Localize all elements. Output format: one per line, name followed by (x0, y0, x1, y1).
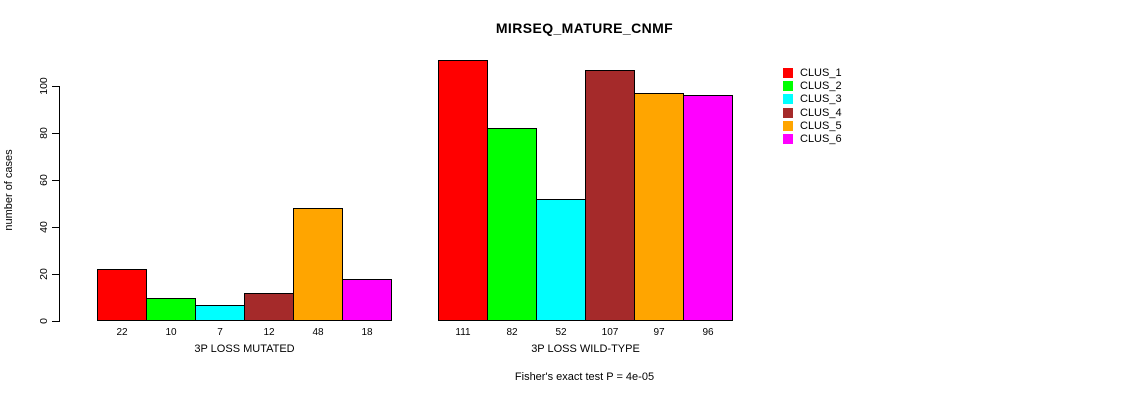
y-axis-tick-label: 20 (38, 268, 50, 280)
legend-item-label: CLUS_5 (800, 119, 842, 132)
y-axis-tick-label: 80 (38, 127, 50, 139)
y-axis-tick (52, 227, 59, 228)
chart-title: MIRSEQ_MATURE_CNMF (495, 20, 674, 36)
legend-swatch (783, 81, 793, 92)
legend-item: CLUS_6 (783, 133, 873, 146)
bar-value-label: 18 (361, 327, 373, 338)
legend-swatch (783, 94, 793, 105)
bar (634, 93, 684, 321)
bar-value-label: 22 (116, 327, 128, 338)
legend-item: CLUS_4 (783, 107, 873, 120)
legend-swatch (783, 107, 793, 118)
bar (438, 60, 488, 321)
y-axis-tick (52, 133, 59, 134)
bar (585, 69, 635, 321)
legend-item-label: CLUS_6 (800, 133, 842, 145)
annotation-text: Fisher's exact test P = 4e-05 (514, 371, 655, 383)
bar (146, 297, 196, 321)
bar-value-label: 107 (601, 327, 619, 338)
legend-item-label: CLUS_2 (800, 80, 842, 93)
bar (536, 198, 586, 321)
bar (195, 304, 245, 321)
bar (683, 95, 733, 321)
legend-item-label: CLUS_4 (800, 106, 842, 119)
y-axis-label: number of cases (3, 149, 15, 231)
bar (342, 278, 392, 321)
y-axis-line (59, 86, 60, 322)
bar-value-label: 82 (506, 327, 518, 338)
y-axis-tick-label: 100 (38, 77, 50, 95)
legend-item-label: CLUS_3 (800, 93, 842, 106)
legend-item: CLUS_3 (783, 93, 873, 106)
y-axis-tick (52, 321, 59, 322)
bar (293, 208, 343, 321)
bar-value-label: 52 (555, 327, 567, 338)
bar-value-label: 48 (312, 327, 324, 338)
group-label: 3P LOSS MUTATED (194, 343, 295, 355)
legend-swatch (783, 120, 793, 131)
group-label: 3P LOSS WILD-TYPE (531, 343, 640, 355)
y-axis-tick (52, 86, 59, 87)
bar (487, 128, 537, 321)
legend-swatch (783, 134, 793, 144)
legend-item: CLUS_1 (783, 67, 873, 80)
bar-value-label: 10 (165, 327, 177, 338)
bar-value-label: 7 (217, 327, 223, 338)
bar-value-label: 96 (702, 327, 714, 338)
y-axis-tick (52, 180, 59, 181)
bar-value-label: 111 (455, 327, 471, 338)
y-axis-tick-label: 0 (38, 318, 50, 324)
bar-value-label: 12 (263, 327, 275, 338)
bar (97, 269, 147, 321)
bar-value-label: 97 (653, 327, 665, 338)
bar (244, 292, 294, 321)
y-axis-tick-label: 40 (38, 221, 50, 233)
y-axis-tick (52, 274, 59, 275)
legend-item: CLUS_5 (783, 120, 873, 133)
legend-item: CLUS_2 (783, 80, 873, 93)
legend-item-label: CLUS_1 (800, 67, 842, 79)
y-axis-tick-label: 60 (38, 174, 50, 186)
legend-swatch (783, 68, 793, 78)
